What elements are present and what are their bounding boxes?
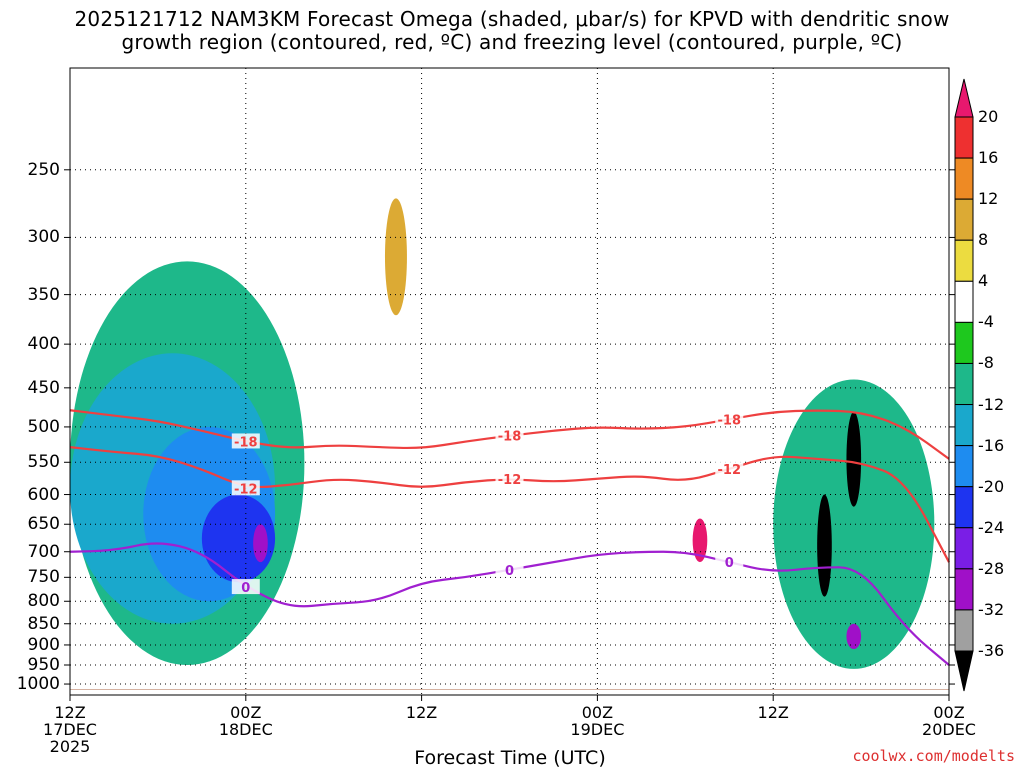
- dgz-upper-label-2: -18: [718, 413, 742, 428]
- colorbar-segment-10: [955, 528, 973, 569]
- y-tick-label-600: 600: [0, 486, 60, 504]
- y-tick-label-500: 500: [0, 418, 60, 436]
- colorbar-segment-2: [955, 199, 973, 240]
- colorbar-segment-7: [955, 405, 973, 446]
- colorbar-segment-1: [955, 158, 973, 199]
- colorbar-label-3: 8: [978, 231, 988, 249]
- y-tick-label-550: 550: [0, 453, 60, 471]
- x-tick-label-0-1: 12Z: [30, 704, 110, 721]
- colorbar-label-2: 12: [978, 190, 998, 208]
- y-tick-label-450: 450: [0, 379, 60, 397]
- colorbar-segment-6: [955, 363, 973, 404]
- freezing-level-label-1: 0: [505, 564, 514, 579]
- freezing-level-label-2: 0: [725, 556, 734, 571]
- y-tick-label-950: 950: [0, 656, 60, 674]
- y-tick-label-750: 750: [0, 568, 60, 586]
- y-tick-label-300: 300: [0, 228, 60, 246]
- dgz-upper-label-0: -18: [234, 435, 258, 450]
- colorbar-segment-3: [955, 240, 973, 281]
- colorbar-label-7: -12: [978, 396, 1004, 414]
- x-tick-label-24-1: 12Z: [382, 704, 462, 721]
- x-tick-label-12-2: 18DEC: [206, 721, 286, 738]
- omega-region-9: [846, 412, 861, 507]
- freezing-level-label-0: 0: [241, 581, 250, 596]
- colorbar-label-11: -28: [978, 560, 1004, 578]
- omega-region-5: [385, 198, 407, 315]
- colorbar-segment-5: [955, 322, 973, 363]
- colorbar-segment-0: [955, 117, 973, 158]
- colorbar-segment-4: [955, 281, 973, 322]
- colorbar-bottom-triangle: [955, 651, 973, 691]
- y-tick-label-850: 850: [0, 615, 60, 633]
- x-tick-label-60-2: 20DEC: [909, 721, 989, 738]
- colorbar-label-1: 16: [978, 149, 998, 167]
- omega-region-4: [253, 524, 268, 562]
- y-tick-label-900: 900: [0, 636, 60, 654]
- x-tick-label-60-1: 00Z: [909, 704, 989, 721]
- colorbar-label-13: -36: [978, 642, 1004, 660]
- y-tick-label-700: 700: [0, 543, 60, 561]
- colorbar-label-9: -20: [978, 478, 1004, 496]
- colorbar-segment-11: [955, 569, 973, 610]
- colorbar-top-triangle: [955, 79, 973, 117]
- y-tick-label-400: 400: [0, 335, 60, 353]
- omega-region-10: [846, 624, 861, 649]
- colorbar-label-5: -4: [978, 313, 994, 331]
- y-tick-label-250: 250: [0, 161, 60, 179]
- colorbar-label-12: -32: [978, 601, 1004, 619]
- colorbar-label-4: 4: [978, 272, 988, 290]
- x-tick-label-36-1: 00Z: [557, 704, 637, 721]
- colorbar-label-10: -24: [978, 519, 1004, 537]
- x-tick-label-0-3: 2025: [30, 738, 110, 755]
- y-tick-label-650: 650: [0, 515, 60, 533]
- colorbar-label-0: 20: [978, 108, 998, 126]
- credit-text[interactable]: coolwx.com/modelts: [800, 747, 1015, 765]
- dgz-lower-label-0: -12: [234, 482, 258, 497]
- x-tick-label-0-2: 17DEC: [30, 721, 110, 738]
- y-tick-label-350: 350: [0, 286, 60, 304]
- dgz-lower-label-1: -12: [498, 473, 522, 488]
- colorbar-label-6: -8: [978, 354, 994, 372]
- x-tick-label-36-2: 19DEC: [557, 721, 637, 738]
- x-axis-label: Forecast Time (UTC): [310, 747, 710, 769]
- y-tick-label-800: 800: [0, 592, 60, 610]
- dgz-lower-label-2: -12: [718, 463, 742, 478]
- x-tick-label-12-1: 00Z: [206, 704, 286, 721]
- omega-region-8: [817, 495, 832, 597]
- colorbar-segment-9: [955, 487, 973, 528]
- colorbar-segment-12: [955, 610, 973, 651]
- dgz-upper-label-1: -18: [498, 430, 522, 445]
- y-tick-label-1000: 1000: [0, 675, 60, 693]
- colorbar-segment-8: [955, 446, 973, 487]
- colorbar-label-8: -16: [978, 437, 1004, 455]
- x-tick-label-48-1: 12Z: [733, 704, 813, 721]
